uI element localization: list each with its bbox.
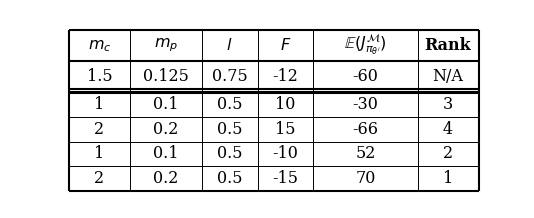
Text: 0.5: 0.5 bbox=[217, 170, 242, 187]
Text: 52: 52 bbox=[355, 145, 376, 162]
Text: 15: 15 bbox=[275, 121, 296, 138]
Text: 2: 2 bbox=[95, 170, 104, 187]
Text: -30: -30 bbox=[352, 96, 379, 113]
Text: Rank: Rank bbox=[425, 37, 472, 54]
Text: 0.5: 0.5 bbox=[217, 121, 242, 138]
Text: 0.5: 0.5 bbox=[217, 96, 242, 113]
Text: 0.1: 0.1 bbox=[153, 145, 178, 162]
Text: -15: -15 bbox=[272, 170, 299, 187]
Text: 70: 70 bbox=[355, 170, 376, 187]
Text: 0.5: 0.5 bbox=[217, 145, 242, 162]
Text: 1: 1 bbox=[94, 96, 105, 113]
Text: $\mathbb{E}(J^{\mathcal{M}}_{\pi_{\theta^i}})$: $\mathbb{E}(J^{\mathcal{M}}_{\pi_{\theta… bbox=[344, 33, 387, 57]
Text: $l$: $l$ bbox=[226, 37, 233, 54]
Text: 2: 2 bbox=[443, 145, 453, 162]
Text: -60: -60 bbox=[352, 68, 379, 85]
Text: 1: 1 bbox=[94, 145, 105, 162]
Text: $m_c$: $m_c$ bbox=[88, 37, 111, 54]
Text: 0.125: 0.125 bbox=[143, 68, 189, 85]
Text: 10: 10 bbox=[276, 96, 296, 113]
Text: 3: 3 bbox=[443, 96, 453, 113]
Text: N/A: N/A bbox=[433, 68, 464, 85]
Text: -12: -12 bbox=[272, 68, 299, 85]
Text: 0.75: 0.75 bbox=[211, 68, 247, 85]
Text: $F$: $F$ bbox=[280, 37, 291, 54]
Text: 0.1: 0.1 bbox=[153, 96, 178, 113]
Text: 4: 4 bbox=[443, 121, 453, 138]
Text: $m_p$: $m_p$ bbox=[154, 36, 178, 54]
Text: 1.5: 1.5 bbox=[87, 68, 112, 85]
Text: -10: -10 bbox=[272, 145, 299, 162]
Text: 1: 1 bbox=[443, 170, 453, 187]
Text: 0.2: 0.2 bbox=[153, 170, 178, 187]
Text: -66: -66 bbox=[352, 121, 379, 138]
Text: 0.2: 0.2 bbox=[153, 121, 178, 138]
Text: 2: 2 bbox=[95, 121, 104, 138]
